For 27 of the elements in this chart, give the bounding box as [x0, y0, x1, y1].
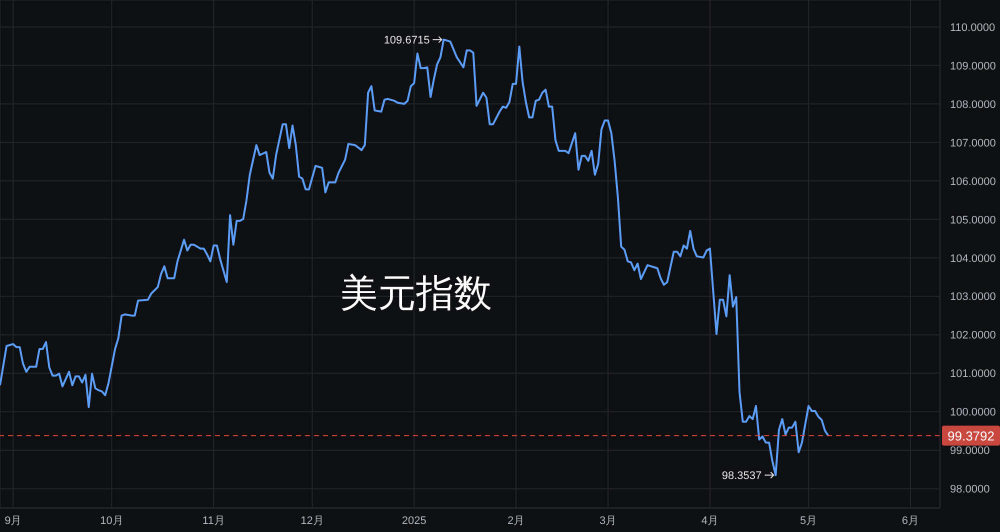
y-tick-label: 103.0000 [950, 291, 996, 304]
y-tick-label: 109.0000 [950, 60, 996, 72]
y-tick-label: 105.0000 [950, 214, 996, 226]
y-tick-label: 107.0000 [950, 137, 996, 150]
y-tick-label: 102.0000 [950, 330, 996, 342]
y-tick-label: 98.0000 [950, 484, 990, 496]
y-tick-label: 99.0000 [950, 445, 990, 458]
ref-line-label: 99.3792 [948, 428, 994, 444]
x-tick-label: 12月 [300, 514, 324, 527]
x-tick-label: 10月 [100, 514, 124, 527]
y-tick-label: 106.0000 [950, 176, 996, 188]
text: 美元指数 [340, 270, 492, 317]
x-tick-label: 3月 [599, 514, 617, 527]
y-tick-label: 110.0000 [950, 22, 996, 34]
y-tick-label: 101.0000 [950, 368, 996, 380]
annotation: 109.6715 [384, 34, 430, 47]
x-tick-label: 6月 [902, 514, 919, 527]
x-tick-label: 2025 [402, 514, 426, 527]
x-tick-label: 11月 [202, 514, 225, 527]
x-tick-label: 4月 [701, 514, 718, 527]
x-tick-label: 2月 [507, 514, 525, 527]
x-tick-label: 5月 [800, 514, 818, 527]
annotation: 98.3537 [722, 470, 762, 482]
x-tick-label: 9月 [4, 514, 22, 527]
y-tick-label: 100.0000 [950, 406, 996, 419]
y-tick-label: 104.0000 [950, 252, 996, 265]
y-tick-label: 108.0000 [950, 98, 996, 111]
